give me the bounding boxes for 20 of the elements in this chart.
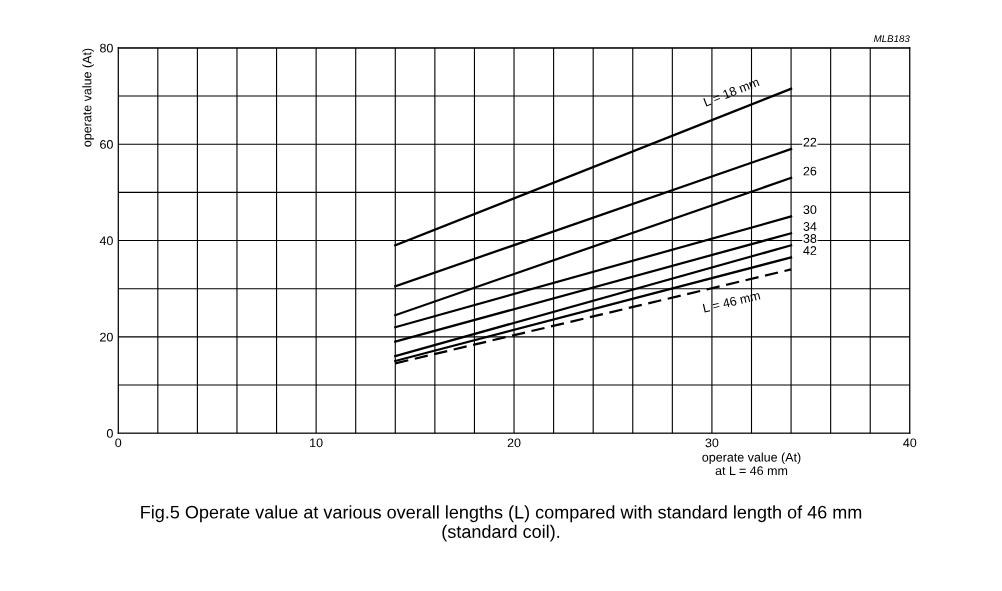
x-tick-label: 30 bbox=[705, 438, 719, 448]
series-label: 34 bbox=[803, 222, 817, 231]
y-tick-label: 80 bbox=[100, 43, 113, 53]
series-label: 26 bbox=[803, 166, 817, 176]
series-label: 42 bbox=[803, 246, 817, 255]
series-label: 38 bbox=[803, 234, 817, 243]
x-tick-label: 20 bbox=[507, 438, 521, 448]
x-tick-label: 0 bbox=[115, 438, 122, 448]
text: Fig.5 Operate value at various overall lengths (L) compared with standard length of 46 mm (standard coil). bbox=[141, 505, 862, 542]
y-tick-label: 60 bbox=[100, 140, 113, 149]
y-tick-label: 0 bbox=[106, 429, 113, 438]
x-tick-label: 40 bbox=[903, 438, 917, 448]
y-tick-label: 40 bbox=[99, 236, 113, 246]
y-tick-label: 20 bbox=[100, 332, 113, 342]
x-axis-title: operate value (At) at L = 46 mm bbox=[702, 452, 801, 476]
x-tick-label: 10 bbox=[310, 438, 323, 448]
y-axis-title: operate value (At) bbox=[82, 48, 94, 147]
series-label: 22 bbox=[803, 137, 817, 147]
series-label: 30 bbox=[803, 205, 817, 215]
text: MLB183 bbox=[873, 35, 910, 43]
